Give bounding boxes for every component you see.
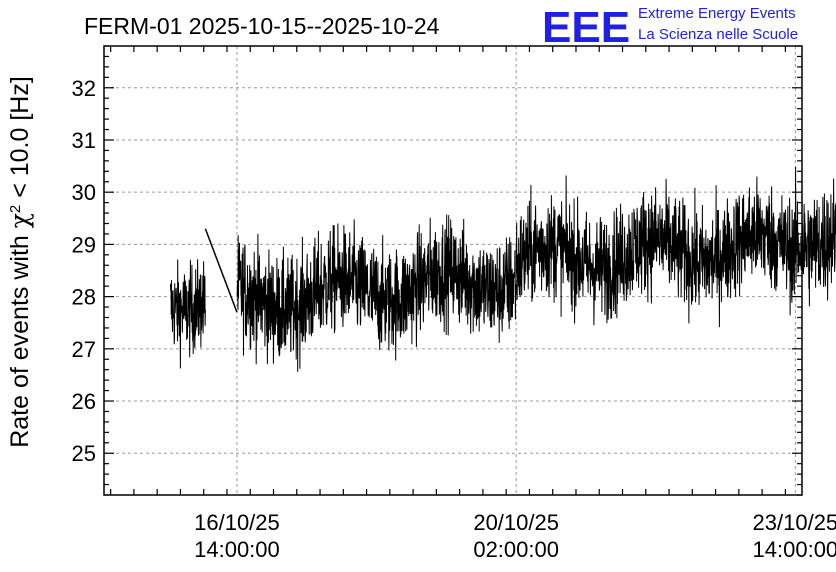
plot-frame xyxy=(103,45,803,496)
y-tick-label: 27 xyxy=(72,337,96,362)
plot-border xyxy=(103,45,803,496)
y-tick-label: 26 xyxy=(72,389,96,414)
series-trace-2 xyxy=(236,214,517,372)
x-tick-label-date: 23/10/25 xyxy=(753,510,836,535)
y-tick-label: 28 xyxy=(72,285,96,310)
chart-title: FERM-01 2025-10-15--2025-10-24 xyxy=(84,13,440,39)
y-tick-label: 31 xyxy=(72,128,96,153)
x-tick-label-time: 02:00:00 xyxy=(473,537,559,562)
y-axis-label: Rate of events with χ2 < 10.0 [Hz] xyxy=(5,76,34,448)
logo-line-2: La Scienza nelle Scuole xyxy=(638,26,798,43)
tick-labels: 252627282930313216/10/2514:00:0020/10/25… xyxy=(72,76,836,562)
x-tick-label-date: 20/10/25 xyxy=(473,510,559,535)
ylabel-exp: 2 xyxy=(7,205,24,213)
x-tick-label-time: 14:00:00 xyxy=(753,537,836,562)
logo-mark: EEE xyxy=(542,3,630,52)
y-tick-label: 30 xyxy=(72,180,96,205)
logo-line-1: Extreme Energy Events xyxy=(638,5,796,22)
y-tick-label: 25 xyxy=(72,441,96,466)
y-tick-label: 32 xyxy=(72,76,96,101)
eee-logo: EEE Extreme Energy Events La Scienza nel… xyxy=(542,3,798,52)
y-tick-label: 29 xyxy=(72,232,96,257)
series-trace-4 xyxy=(794,166,836,307)
x-tick-label-date: 16/10/25 xyxy=(194,510,280,535)
x-tick-label-time: 14:00:00 xyxy=(194,537,280,562)
gap-connector xyxy=(204,228,238,313)
ylabel-chi: χ xyxy=(5,213,34,228)
series-trace-3 xyxy=(515,175,796,328)
ylabel-prefix: Rate of events with xyxy=(6,228,34,448)
ylabel-suffix: < 10.0 [Hz] xyxy=(6,76,34,205)
series-trace-1 xyxy=(170,259,206,369)
data-series xyxy=(170,166,836,372)
